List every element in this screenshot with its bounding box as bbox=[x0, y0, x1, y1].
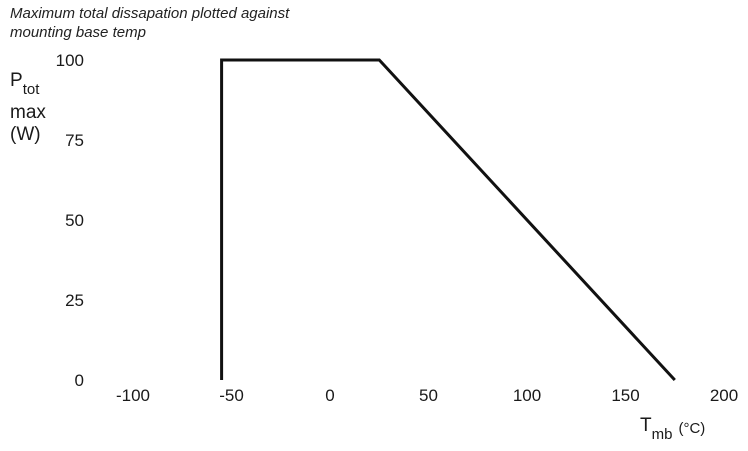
y-axis-label-line2: max bbox=[10, 102, 46, 123]
x-tick-label: 150 bbox=[611, 386, 639, 405]
y-tick-label: 50 bbox=[65, 211, 84, 230]
y-tick-label: 25 bbox=[65, 291, 84, 310]
x-axis-label: Tmb (°C) bbox=[640, 415, 705, 443]
x-axis-tick-labels: -100 -50 0 50 100 150 200 bbox=[116, 386, 738, 405]
series-line bbox=[220, 58, 676, 382]
x-tick-label: 50 bbox=[419, 386, 438, 405]
y-axis-tick-labels: 0 25 50 75 100 bbox=[56, 51, 84, 390]
x-axis-label-main: T bbox=[640, 415, 652, 436]
y-tick-label: 0 bbox=[75, 371, 84, 390]
series-layer bbox=[220, 58, 676, 382]
y-axis-label-main: P bbox=[10, 70, 23, 91]
y-axis-label-subscript: tot bbox=[23, 81, 41, 98]
x-tick-label: -50 bbox=[219, 386, 244, 405]
x-axis-label-subscript: mb bbox=[652, 426, 673, 443]
x-axis-unit: (°C) bbox=[678, 420, 705, 437]
x-tick-label: -100 bbox=[116, 386, 150, 405]
x-tick-label: 0 bbox=[325, 386, 334, 405]
y-axis-unit: (W) bbox=[10, 124, 41, 145]
y-axis-label: Ptot bbox=[10, 70, 40, 98]
chart-title: Maximum total dissapation plotted agains… bbox=[10, 5, 290, 41]
y-tick-label: 100 bbox=[56, 51, 84, 70]
y-tick-label: 75 bbox=[65, 131, 84, 150]
x-tick-label: 100 bbox=[513, 386, 541, 405]
x-tick-label: 200 bbox=[710, 386, 738, 405]
